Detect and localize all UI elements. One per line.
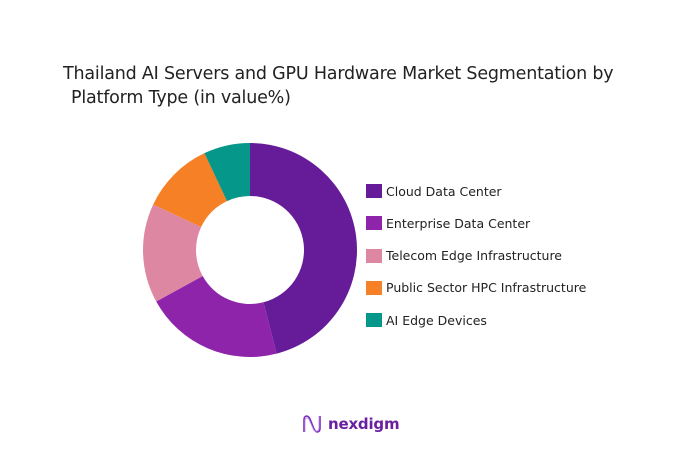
legend-item-telecom-edge-infrastructure: Telecom Edge Infrastructure: [366, 248, 586, 264]
chart-title-line1: Thailand AI Servers and GPU Hardware Mar…: [63, 64, 614, 84]
legend-label: Enterprise Data Center: [386, 215, 531, 231]
legend-swatch: [366, 280, 382, 295]
chart-title-line2: Platform Type (in value%): [71, 88, 291, 108]
legend-swatch: [366, 216, 382, 231]
legend-label: AI Edge Devices: [386, 312, 487, 328]
chart-legend: Cloud Data Center Enterprise Data Center T…: [366, 183, 586, 344]
legend-swatch: [366, 184, 382, 198]
donut-slice-public-sector-hpc-infrastructure: [153, 153, 228, 228]
nexdigm-logo: nexdigm: [302, 414, 400, 434]
legend-item-ai-edge-devices: AI Edge Devices: [366, 312, 586, 328]
legend-label: Telecom Edge Infrastructure: [386, 248, 563, 264]
donut-slice-telecom-edge-infrastructure: [143, 204, 203, 302]
legend-swatch: [366, 248, 382, 263]
nexdigm-logo-icon: [303, 415, 321, 433]
donut-slice-enterprise-data-center: [156, 276, 277, 357]
nexdigm-logo-text: nexdigm: [328, 415, 400, 433]
legend-item-public-sector-hpc-infrastructure: Public Sector HPC Infrastructure: [366, 280, 586, 296]
legend-label: Cloud Data Center: [386, 183, 502, 199]
legend-item-cloud-data-center: Cloud Data Center: [366, 183, 586, 199]
legend-label: Public Sector HPC Infrastructure: [386, 280, 587, 296]
donut-slice-cloud-data-center: [250, 143, 357, 354]
legend-item-enterprise-data-center: Enterprise Data Center: [366, 215, 586, 231]
legend-swatch: [366, 313, 382, 328]
donut-slice-ai-edge-devices: [204, 143, 250, 202]
chart-title: Thailand AI Servers and GPU Hardware Mar…: [63, 62, 614, 110]
